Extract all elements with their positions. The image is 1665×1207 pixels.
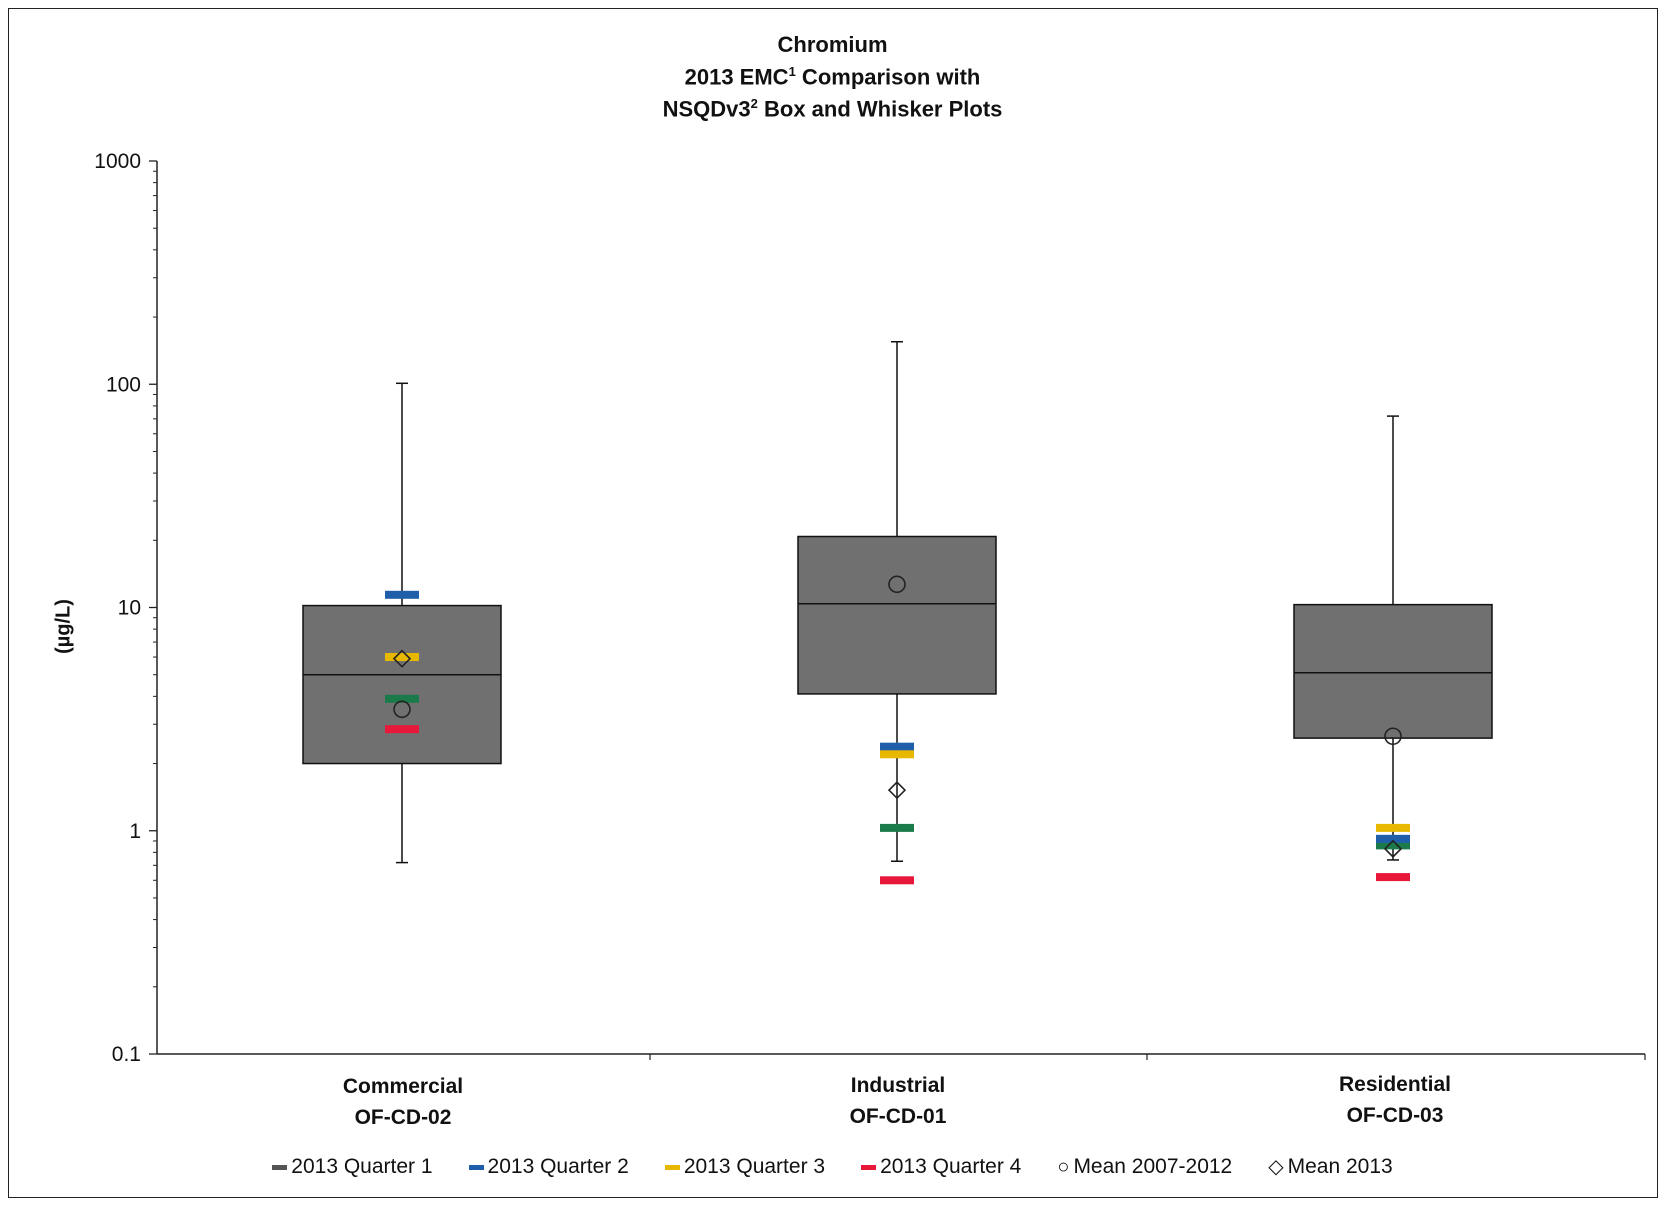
data-dash-q3 [880,750,914,759]
legend-label: 2013 Quarter 4 [880,1155,1022,1178]
legend-item-q4: 2013 Quarter 4 [861,1155,1021,1179]
data-dash-q1 [385,694,419,703]
category-label-industrial: Industrial OF-CD-01 [768,1070,1028,1132]
category-site: OF-CD-01 [849,1105,947,1128]
diamond-icon: ◇ [1268,1156,1284,1178]
legend-item-q2: 2013 Quarter 2 [468,1155,629,1179]
data-dash-q3 [385,653,419,662]
legend-swatch [272,1164,288,1170]
y-tick-label: 100 [106,373,141,396]
mean-2013-marker [1383,839,1403,858]
legend-item-q3: 2013 Quarter 3 [664,1155,826,1179]
legend-label: Mean 2013 [1287,1155,1393,1178]
box-iqr [302,604,502,765]
category-label-residential: Residential OF-CD-03 [1265,1069,1525,1131]
category-site: OF-CD-02 [354,1106,452,1129]
y-tick-label: 10 [118,597,141,620]
category-name: Residential [1338,1073,1452,1096]
legend-item-mean-2013: ◇ Mean 2013 [1268,1155,1392,1179]
legend-label: 2013 Quarter 3 [683,1155,826,1178]
box-iqr [1293,603,1493,739]
category-name: Industrial [850,1074,946,1097]
data-dash-q2 [385,590,419,599]
data-dash-q3 [1376,823,1410,832]
box-iqr [797,535,997,695]
mean-2007-2012-marker [888,575,906,594]
legend-swatch [861,1164,877,1170]
circle-icon: ○ [1057,1156,1070,1178]
data-dash-q1 [1376,841,1410,850]
title-text: Box and Whisker Plots [757,96,1003,122]
legend-swatch [664,1164,680,1170]
chart-title-line-1: Chromium [777,32,888,57]
chart-title-line-2: 2013 EMC1 Comparison with [0,64,1665,90]
category-name: Commercial [342,1075,464,1098]
data-dash-q1 [880,823,914,832]
data-dash-q2 [880,742,914,751]
legend-label: 2013 Quarter 2 [487,1155,629,1178]
mean-2007-2012-marker [1384,727,1402,746]
legend-label: Mean 2007-2012 [1073,1155,1233,1178]
mean-2013-marker [392,649,412,668]
y-tick-label: 1000 [94,150,141,173]
mean-2007-2012-marker [393,700,411,719]
data-dash-q4 [880,876,914,885]
y-tick-label: 0.1 [112,1043,141,1066]
mean-2013-marker [887,781,907,800]
data-dash-q4 [1376,873,1410,882]
chart-frame [8,8,1658,1198]
legend-item-q1: 2013 Quarter 1 [272,1155,433,1179]
data-dash-q4 [385,725,419,734]
category-site: OF-CD-03 [1346,1104,1444,1127]
legend-label: 2013 Quarter 1 [291,1155,433,1178]
category-label-commercial: Commercial OF-CD-02 [273,1071,533,1133]
title-text: NSQDv3 [662,96,751,122]
chart-title-line-3: NSQDv32 Box and Whisker Plots [0,96,1665,122]
legend-swatch [468,1164,484,1170]
chart-legend: 2013 Quarter 1 2013 Quarter 2 2013 Quart… [0,1155,1665,1179]
y-tick-label: 1 [129,820,141,843]
title-text: Comparison with [795,64,981,90]
title-text: 2013 EMC [684,64,789,90]
footnote-marker: 1 [788,64,796,79]
footnote-marker: 2 [750,96,758,111]
data-dash-q2 [1376,834,1410,843]
legend-item-mean-2007-2012: ○ Mean 2007-2012 [1057,1155,1232,1179]
